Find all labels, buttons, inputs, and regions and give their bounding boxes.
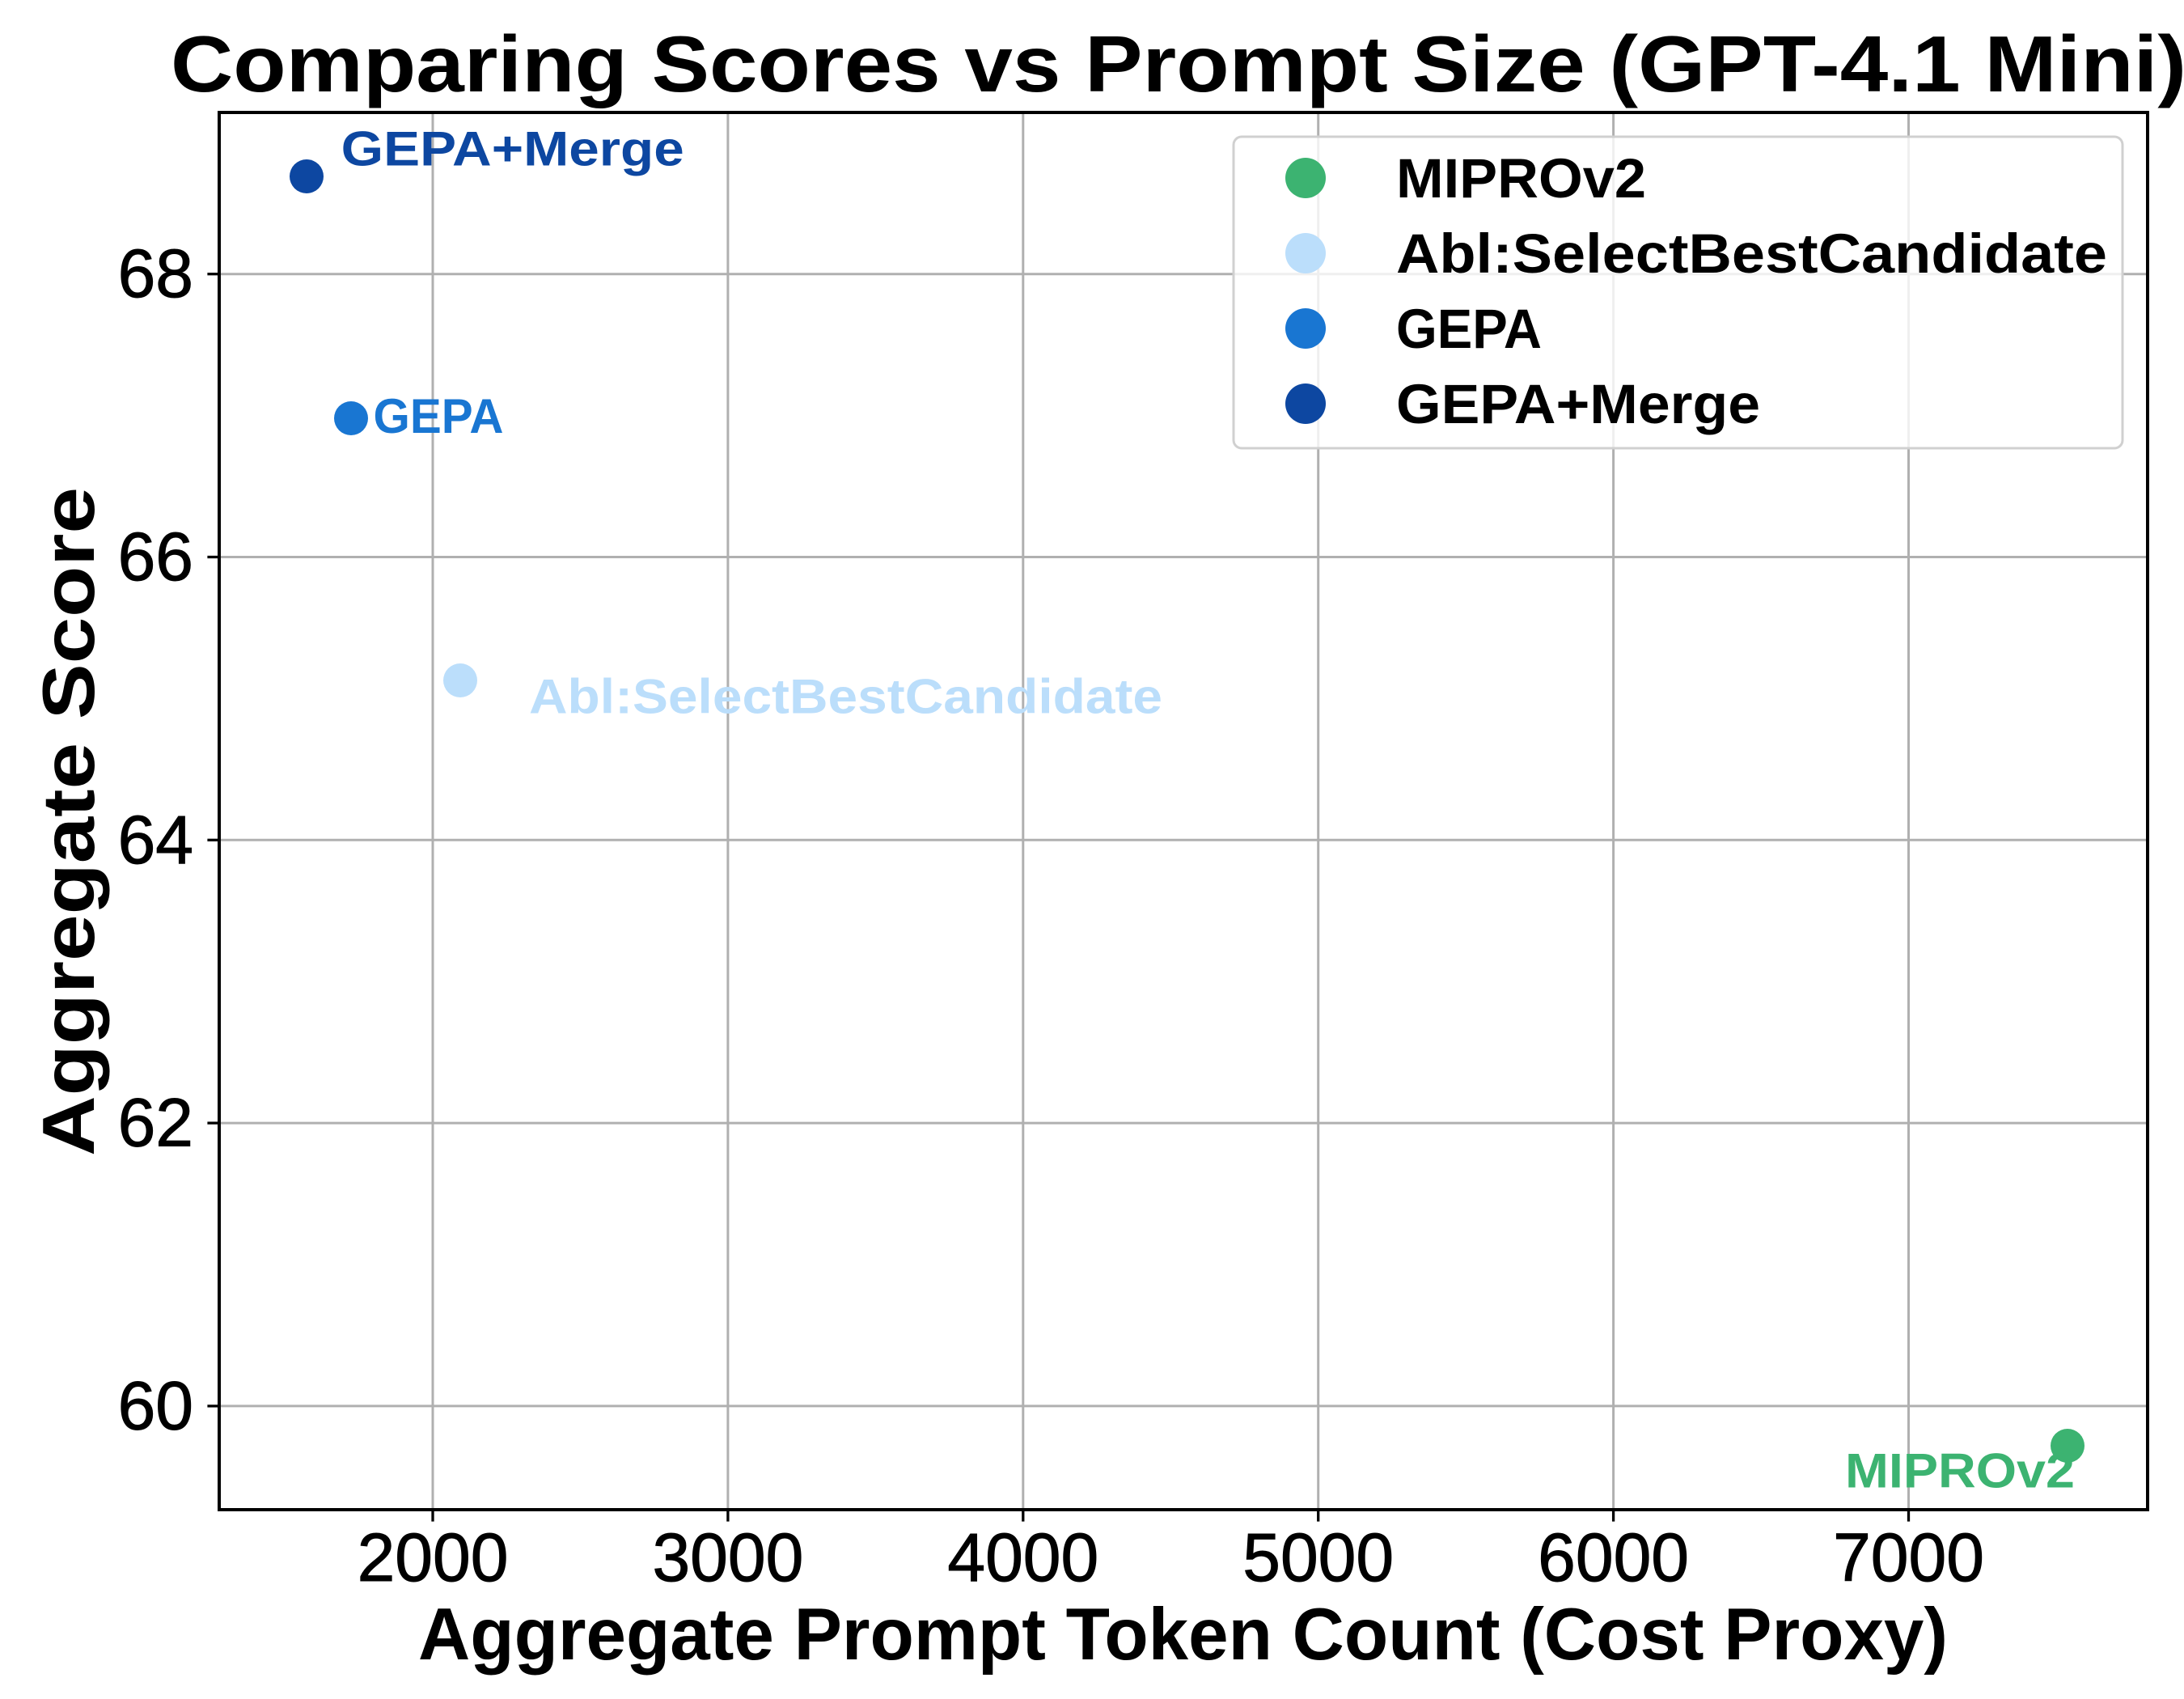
svg-text:GEPA: GEPA [1396,298,1542,360]
svg-text:66: 66 [118,519,193,595]
svg-text:GEPA+Merge: GEPA+Merge [1396,373,1760,435]
svg-text:64: 64 [118,802,193,878]
svg-text:62: 62 [118,1085,193,1161]
svg-text:60: 60 [118,1367,193,1443]
svg-text:Comparing Scores vs Prompt Siz: Comparing Scores vs Prompt Size (GPT-4.1… [171,19,2184,108]
svg-text:Abl:SelectBestCandidate: Abl:SelectBestCandidate [529,670,1162,724]
svg-text:3000: 3000 [652,1519,803,1595]
svg-text:MIPROv2: MIPROv2 [1396,147,1646,210]
svg-text:Aggregate Score: Aggregate Score [28,487,110,1156]
svg-text:5000: 5000 [1242,1519,1394,1595]
svg-text:GEPA: GEPA [374,389,504,443]
svg-text:Abl:SelectBestCandidate: Abl:SelectBestCandidate [1396,222,2107,285]
svg-text:7000: 7000 [1833,1519,1984,1595]
svg-text:Aggregate Prompt Token Count (: Aggregate Prompt Token Count (Cost Proxy… [418,1594,1948,1676]
svg-text:MIPROv2: MIPROv2 [1845,1444,2075,1498]
svg-text:GEPA+Merge: GEPA+Merge [341,121,684,176]
svg-text:68: 68 [118,235,193,311]
svg-text:6000: 6000 [1538,1519,1689,1595]
svg-text:4000: 4000 [947,1519,1098,1595]
svg-text:2000: 2000 [358,1519,509,1595]
